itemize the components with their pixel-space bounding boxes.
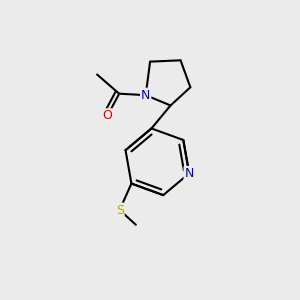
Text: N: N — [184, 167, 194, 180]
Text: S: S — [116, 203, 124, 217]
Text: O: O — [103, 109, 112, 122]
Text: N: N — [141, 89, 150, 102]
